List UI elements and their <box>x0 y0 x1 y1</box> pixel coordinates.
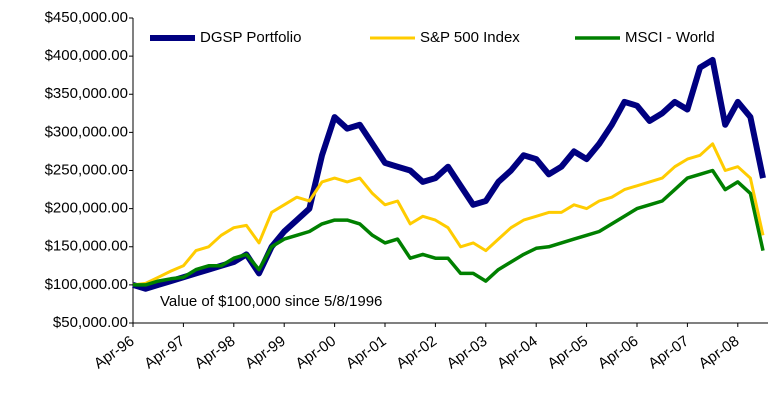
x-tick-label: Apr-99 <box>242 333 289 373</box>
series-line <box>132 142 765 287</box>
y-tick-label: $200,000.00 <box>45 200 128 217</box>
y-tick-label: $450,000.00 <box>45 9 128 26</box>
y-tick-label: $300,000.00 <box>45 123 128 140</box>
y-tick-label: $400,000.00 <box>45 47 128 64</box>
y-tick-label: $50,000.00 <box>53 314 128 331</box>
x-tick-label: Apr-97 <box>141 333 188 373</box>
legend-label: MSCI - World <box>625 29 715 46</box>
y-tick-label: $150,000.00 <box>45 238 128 255</box>
y-tick-label: $250,000.00 <box>45 161 128 178</box>
x-tick-label: Apr-00 <box>293 333 340 373</box>
legend-label: DGSP Portfolio <box>200 29 301 46</box>
x-tick-label: Apr-08 <box>696 333 743 373</box>
series-line <box>132 56 766 292</box>
x-tick-label: Apr-96 <box>91 333 138 373</box>
annotation: Value of $100,000 since 5/8/1996 <box>160 293 382 310</box>
legend-label: S&P 500 Index <box>420 29 520 46</box>
x-tick-label: Apr-02 <box>393 333 440 373</box>
x-tick-label: Apr-05 <box>545 333 592 373</box>
x-tick-label: Apr-98 <box>192 333 239 373</box>
series-line <box>133 168 765 287</box>
x-tick-label: Apr-07 <box>645 333 692 373</box>
x-tick-label: Apr-04 <box>494 333 541 373</box>
y-tick-label: $350,000.00 <box>45 85 128 102</box>
x-tick-label: Apr-03 <box>444 333 491 373</box>
x-tick-label: Apr-01 <box>343 333 390 373</box>
y-tick-label: $100,000.00 <box>45 276 128 293</box>
x-tick-label: Apr-06 <box>595 333 642 373</box>
